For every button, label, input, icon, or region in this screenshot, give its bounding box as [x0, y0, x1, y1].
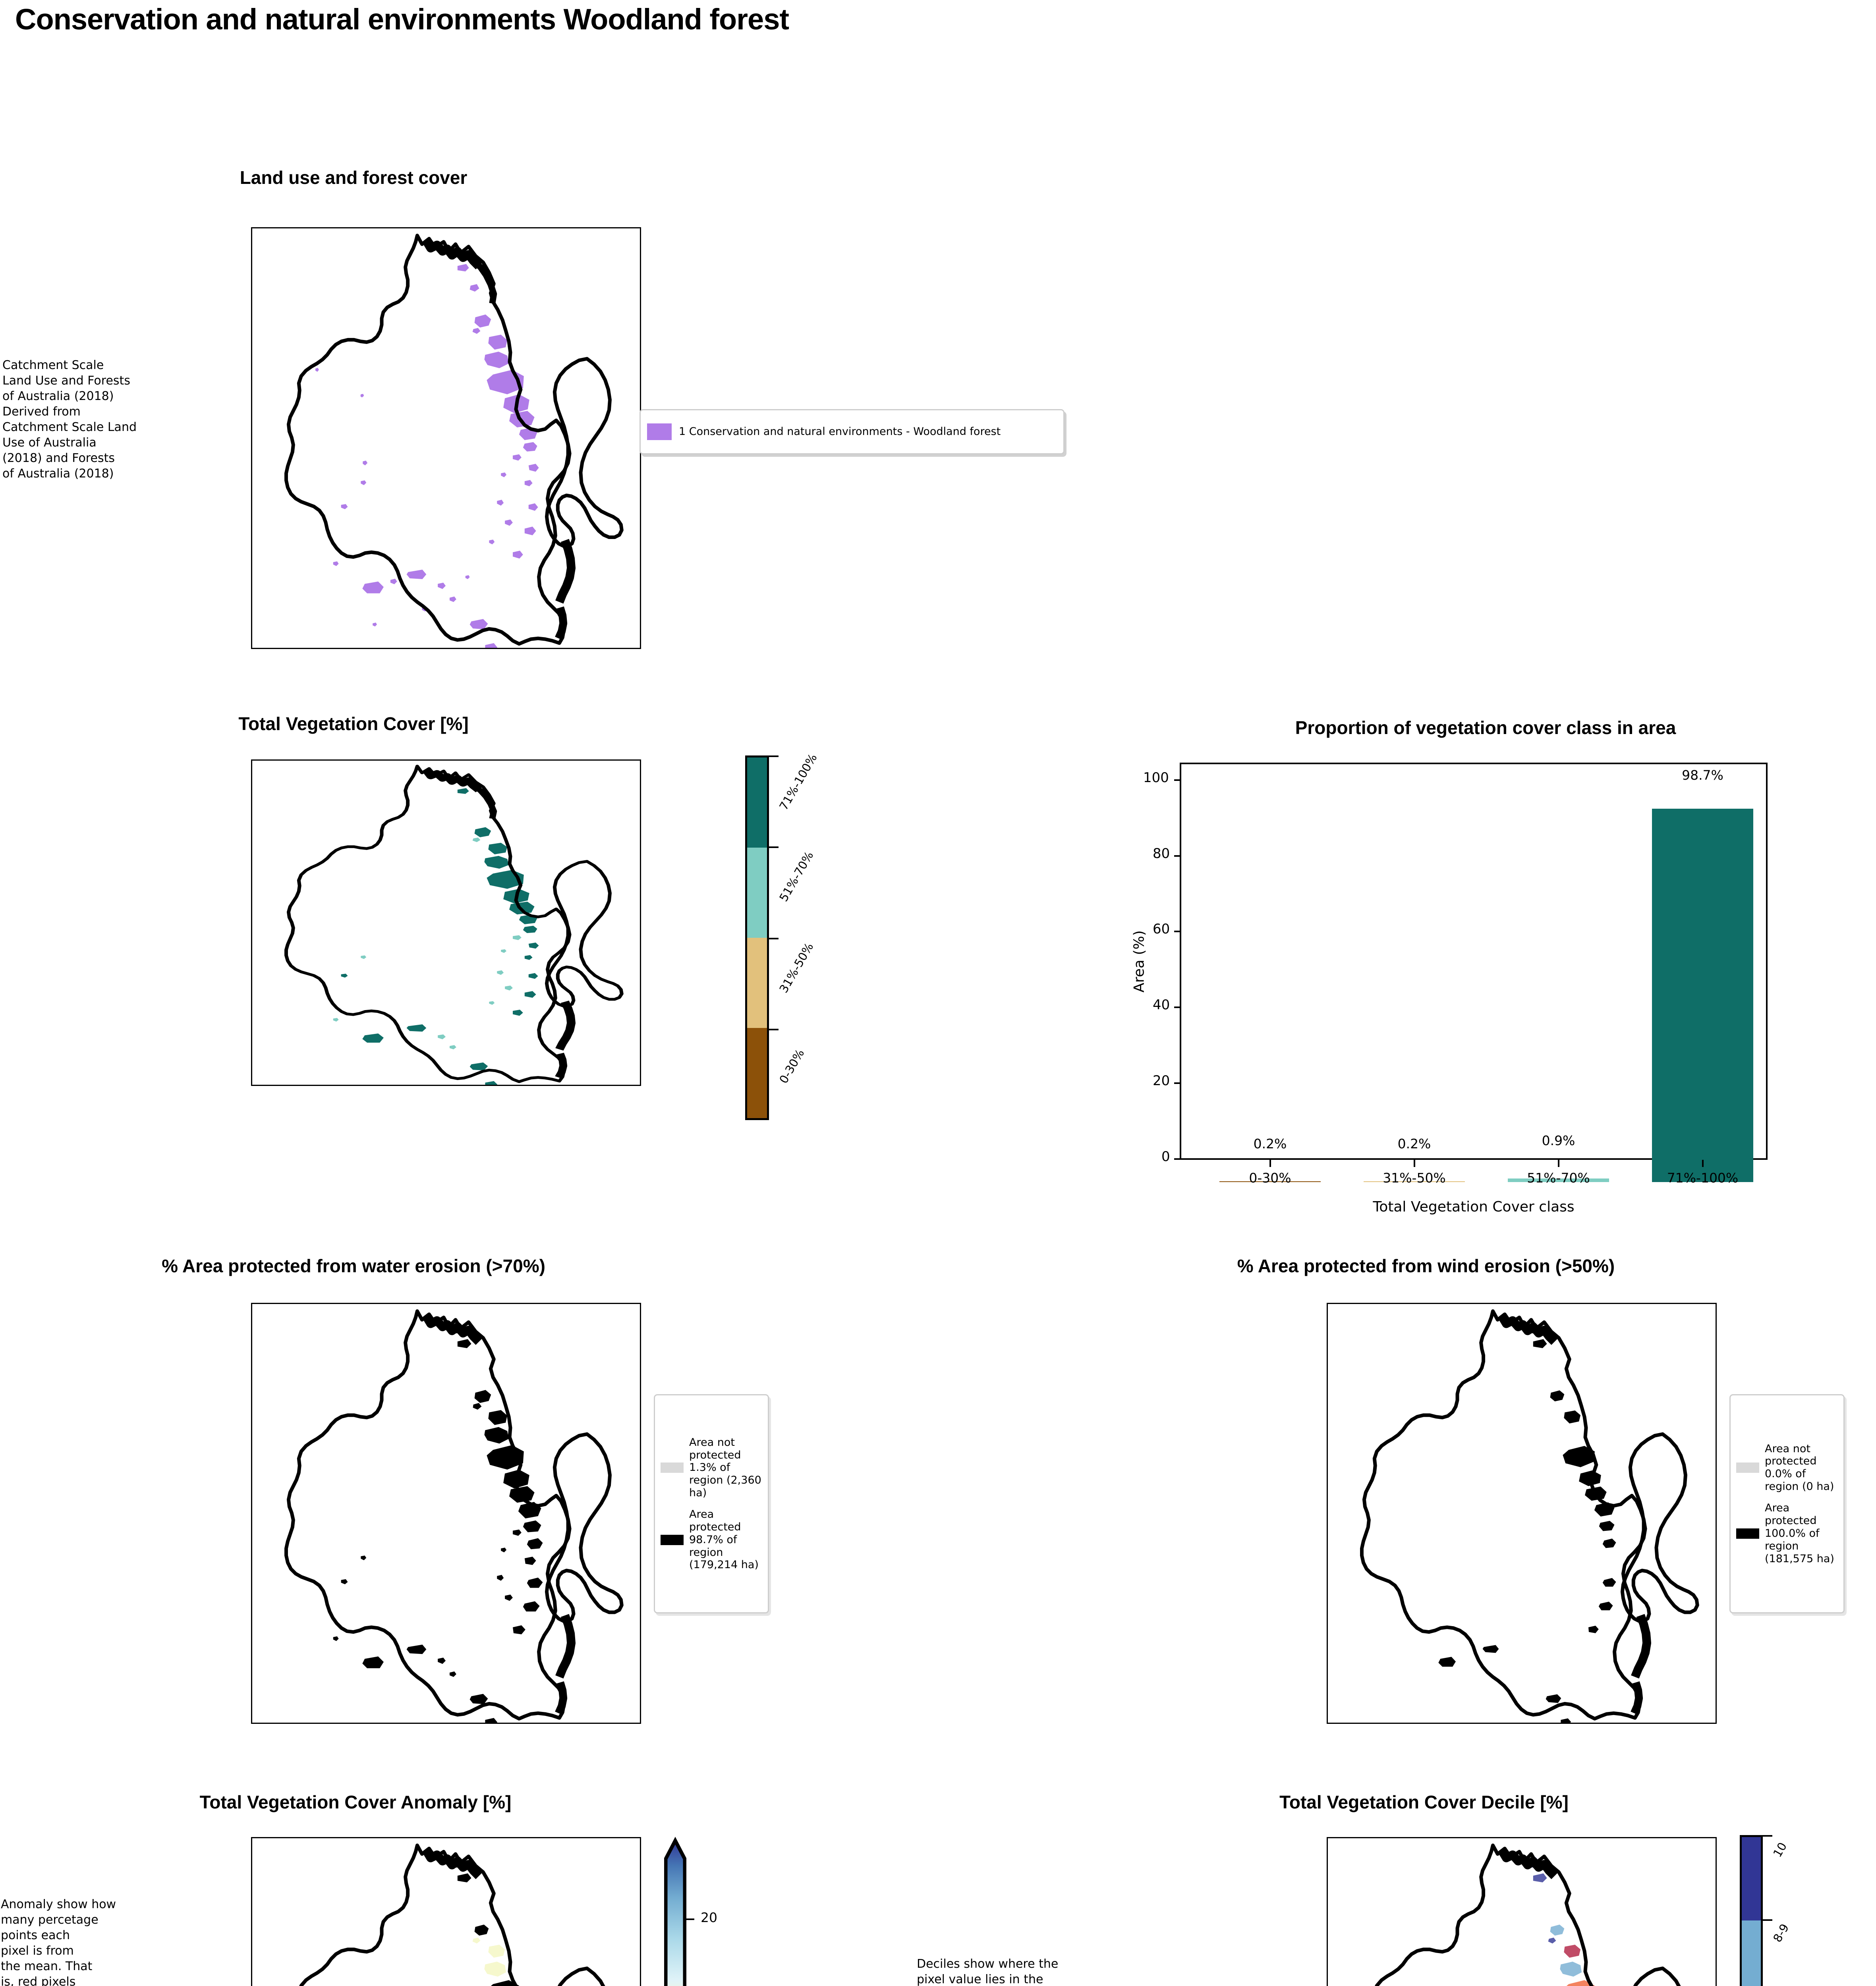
barchart-ytick-80: 80	[1153, 846, 1170, 862]
catchment-boundary	[284, 765, 624, 1083]
protected-label: Area protected 100.0% of region (181,575…	[1765, 1502, 1834, 1565]
landuse-legend-label: 1 Conservation and natural environments …	[679, 425, 1001, 438]
landuse-side-note: Catchment Scale Land Use and Forests of …	[2, 358, 137, 481]
vegcover-pixels	[333, 775, 539, 1085]
vegcover-cb-label-31-50: 31%-50%	[777, 940, 816, 995]
protected-label: Area protected 98.7% of region (179,214 …	[689, 1508, 759, 1571]
catchment-boundary	[1360, 1309, 1699, 1721]
bar-label-0-30: 0.2%	[1253, 1136, 1287, 1151]
not-protected-label: Area not protected 1.3% of region (2,360…	[689, 1436, 761, 1499]
landuse-map[interactable]	[251, 227, 641, 649]
barchart-ytick-40: 40	[1153, 997, 1170, 1013]
wind-erosion-protected-pixels	[1438, 1322, 1616, 1723]
barchart-ytick-0: 0	[1161, 1149, 1170, 1165]
barchart[interactable]: 100 80 60 40 20 0 Area (%) 0.2% 0.2% 0.9…	[1131, 763, 1768, 1215]
not-protected-swatch	[661, 1462, 684, 1473]
wind-erosion-title: % Area protected from wind erosion (>50%…	[1237, 1256, 1615, 1276]
anomaly-title: Total Vegetation Cover Anomaly [%]	[199, 1792, 512, 1812]
barchart-ytick-60: 60	[1153, 921, 1170, 937]
barchart-ytick-100: 100	[1143, 770, 1169, 786]
catchment-boundary	[1375, 1843, 1681, 1986]
water-erosion-title: % Area protected from water erosion (>70…	[162, 1256, 545, 1276]
landuse-purple-pixels	[315, 247, 539, 648]
barchart-xtick-0-30: 0-30%	[1249, 1170, 1291, 1186]
anomaly-pixels	[451, 1857, 519, 1986]
bar-label-71-100: 98.7%	[1682, 767, 1723, 783]
anomaly-side-note: Anomaly show how many percetage points e…	[1, 1897, 116, 1986]
barchart-ylabel: Area (%)	[1131, 930, 1148, 993]
barchart-xlabel: Total Vegetation Cover class	[1373, 1199, 1575, 1215]
protected-swatch	[1736, 1528, 1759, 1539]
bar-51-70[interactable]	[1508, 1178, 1609, 1182]
landuse-legend[interactable]: 1 Conservation and natural environments …	[640, 409, 1065, 454]
decile-pixels	[1527, 1857, 1595, 1986]
decile-title: Total Vegetation Cover Decile [%]	[1279, 1792, 1569, 1812]
bar-label-51-70: 0.9%	[1542, 1133, 1575, 1148]
page-title: Conservation and natural environments Wo…	[15, 3, 789, 36]
vegcover-map[interactable]	[251, 759, 641, 1086]
decile-cb-label-10: 10	[1770, 1840, 1790, 1860]
catchment-boundary	[284, 1309, 624, 1721]
bar-label-31-50: 0.2%	[1397, 1136, 1431, 1151]
water-erosion-protected-pixels	[333, 1322, 543, 1723]
vegcover-panel-title: Total Vegetation Cover [%]	[238, 713, 469, 734]
decile-map[interactable]	[1327, 1837, 1717, 1986]
barchart-ytick-20: 20	[1153, 1073, 1170, 1089]
landuse-legend-swatch	[647, 423, 672, 440]
decile-colorbar: 10 8-9 4-7 2-3 1	[1740, 1835, 1791, 1986]
water-erosion-map[interactable]	[251, 1303, 641, 1724]
barchart-xtick-71-100: 71%-100%	[1667, 1170, 1739, 1186]
bar-71-100[interactable]	[1652, 809, 1753, 1182]
vegcover-colorbar: 71%-100% 51%-70% 31%-50% 0-30%	[745, 752, 820, 1120]
vegcover-cb-label-51-70: 51%-70%	[777, 849, 816, 904]
bar-31-50[interactable]	[1364, 1181, 1465, 1182]
landuse-panel-title: Land use and forest cover	[240, 167, 468, 188]
catchment-boundary	[299, 1843, 605, 1986]
catchment-boundary	[284, 234, 624, 646]
vegcover-cb-label-0-30: 0-30%	[777, 1047, 807, 1086]
barchart-title: Proportion of vegetation cover class in …	[1295, 717, 1676, 738]
decile-cb-label-8-9: 8-9	[1770, 1921, 1792, 1945]
barchart-xtick-51-70: 51%-70%	[1527, 1170, 1590, 1186]
anomaly-colorbar: 20 10 0 −10 −20	[664, 1835, 717, 1986]
vegcover-cb-label-71-100: 71%-100%	[777, 751, 820, 813]
decile-side-note: Deciles show where the pixel value lies …	[917, 1957, 1059, 1986]
water-erosion-legend[interactable]: Area not protected 1.3% of region (2,360…	[654, 1394, 769, 1613]
not-protected-swatch	[1736, 1462, 1759, 1473]
protected-swatch	[661, 1534, 684, 1545]
barchart-xtick-31-50: 31%-50%	[1383, 1170, 1446, 1186]
not-protected-label: Area not protected 0.0% of region (0 ha)	[1765, 1442, 1834, 1493]
anomaly-map[interactable]	[251, 1837, 641, 1986]
wind-erosion-legend[interactable]: Area not protected 0.0% of region (0 ha)…	[1729, 1394, 1845, 1613]
wind-erosion-map[interactable]	[1327, 1303, 1717, 1724]
anomaly-cb-tick-20: 20	[701, 1910, 717, 1925]
bar-0-30[interactable]	[1219, 1181, 1321, 1182]
